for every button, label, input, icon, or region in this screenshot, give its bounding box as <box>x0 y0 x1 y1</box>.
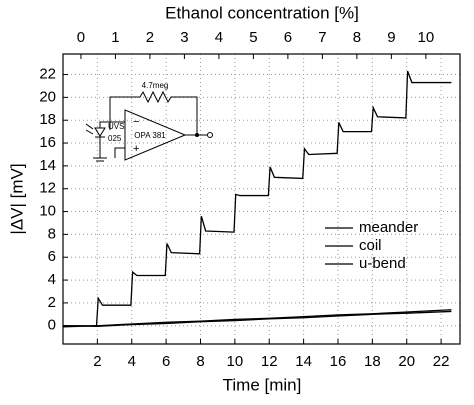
x2-tick-label: 8 <box>353 29 361 46</box>
y-tick-label: 22 <box>39 66 56 83</box>
y-axis-title: |ΔV| [mV] <box>7 163 26 234</box>
y-tick-label: 20 <box>39 88 56 105</box>
x2-tick-label: 1 <box>111 29 119 46</box>
x2-tick-label: 10 <box>418 29 435 46</box>
x2-tick-label: 9 <box>387 29 395 46</box>
x-tick-label: 22 <box>433 353 450 370</box>
legend-label: u-bend <box>359 255 406 272</box>
y-tick-label: 8 <box>48 225 56 242</box>
x2-tick-label: 6 <box>284 29 292 46</box>
y-tick-label: 16 <box>39 134 56 151</box>
y-tick-label: 10 <box>39 203 56 220</box>
y-tick-label: 6 <box>48 248 56 265</box>
x2-tick-label: 4 <box>215 29 223 46</box>
x-tick-label: 16 <box>330 353 347 370</box>
annotation: + <box>133 143 139 155</box>
series-line <box>63 70 452 327</box>
x-tick-label: 6 <box>162 353 170 370</box>
x-tick-label: 4 <box>128 353 136 370</box>
y-tick-label: 18 <box>39 111 56 128</box>
plot-frame <box>62 53 461 345</box>
x-tick-label: 10 <box>227 353 244 370</box>
x2-tick-label: 3 <box>180 29 188 46</box>
legend-label: meander <box>359 219 418 236</box>
x-tick-label: 8 <box>196 353 204 370</box>
x2-tick-label: 5 <box>249 29 257 46</box>
y-tick-label: 14 <box>39 157 56 174</box>
x-tick-label: 18 <box>364 353 381 370</box>
x2-tick-label: 7 <box>318 29 326 46</box>
y-tick-label: 2 <box>48 294 56 311</box>
y-tick-label: 4 <box>48 271 56 288</box>
x-tick-label: 12 <box>261 353 278 370</box>
legend-label: coil <box>359 237 382 254</box>
y-tick-label: 0 <box>48 317 56 334</box>
x2-tick-label: 0 <box>77 29 85 46</box>
x-tick-label: 20 <box>398 353 415 370</box>
x2-tick-label: 2 <box>146 29 154 46</box>
annotation: 025 <box>108 134 122 143</box>
y-tick-label: 12 <box>39 180 56 197</box>
x-tick-label: 2 <box>93 353 101 370</box>
series-line <box>62 310 452 327</box>
annotation: 4.7meg <box>142 81 169 90</box>
series-line <box>62 309 452 328</box>
annotation: OPA 381 <box>134 131 166 140</box>
top-axis-title: Ethanol concentration [%] <box>165 3 359 22</box>
circuit-inset: 4.7meg UVS 025 OPA 381 − + <box>85 81 213 162</box>
annotation: − <box>133 116 139 128</box>
x-axis-title: Time [min] <box>223 375 302 394</box>
x-tick-label: 14 <box>295 353 312 370</box>
annotation: UVS <box>108 122 124 131</box>
